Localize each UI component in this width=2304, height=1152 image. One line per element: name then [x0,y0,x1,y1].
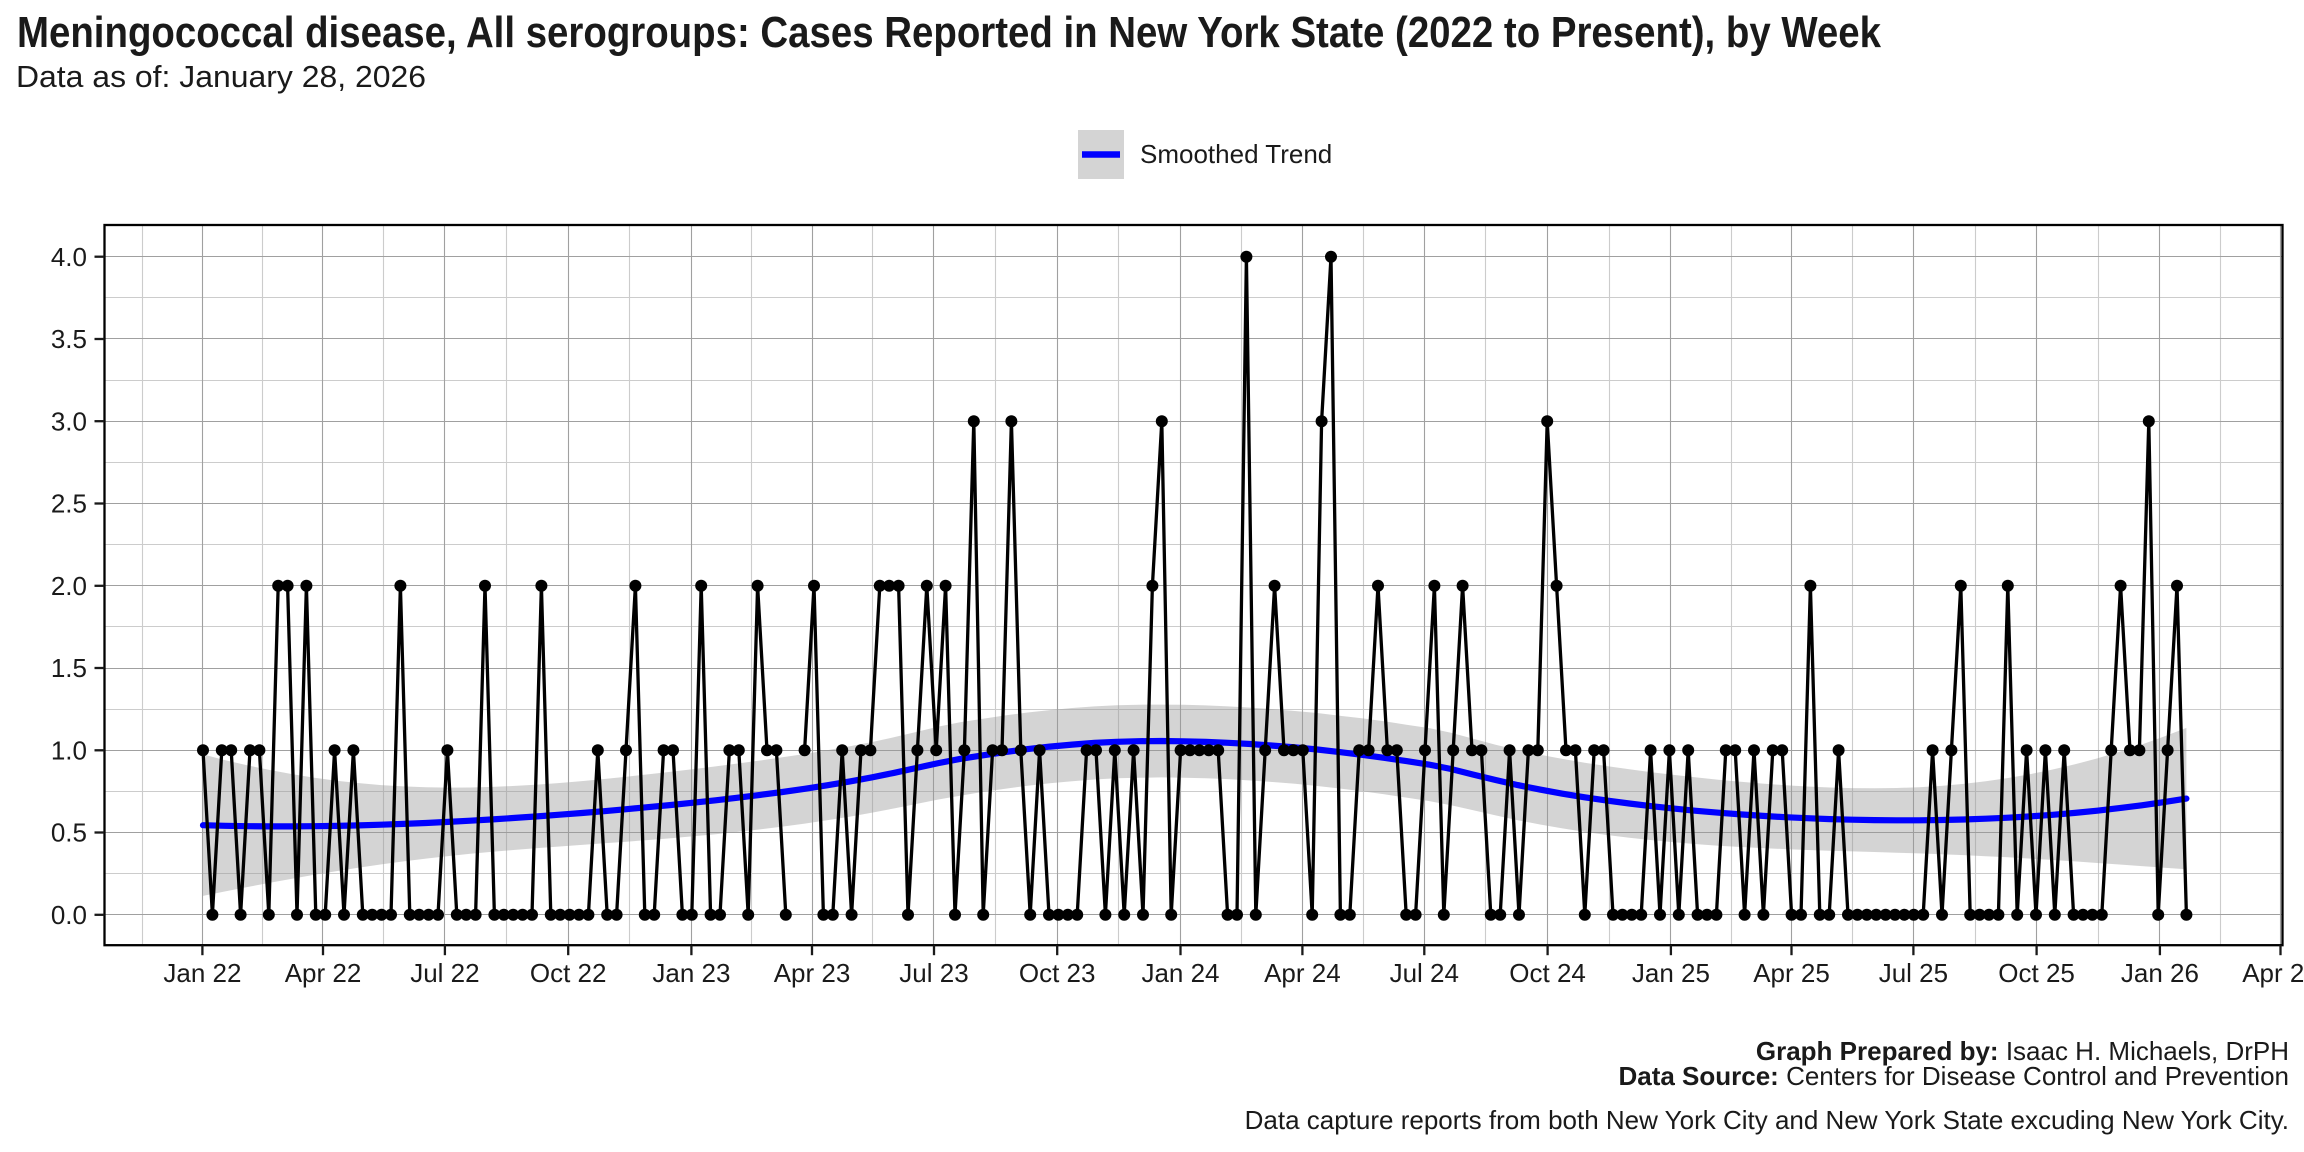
svg-text:2.0: 2.0 [51,571,87,601]
svg-text:Data Source: Centers for Disea: Data Source: Centers for Disease Control… [1618,1061,2289,1091]
svg-text:Meningococcal disease, All ser: Meningococcal disease, All serogroups: C… [17,8,1881,57]
svg-text:Oct 24: Oct 24 [1509,958,1586,988]
svg-text:Jan 22: Jan 22 [163,958,241,988]
svg-text:Jul 25: Jul 25 [1879,958,1948,988]
svg-text:4.0: 4.0 [51,242,87,272]
svg-text:Jul 24: Jul 24 [1390,958,1459,988]
svg-text:Graph Prepared by: Isaac H. Mi: Graph Prepared by: Isaac H. Michaels, Dr… [1756,1036,2289,1066]
svg-text:2.5: 2.5 [51,489,87,519]
svg-text:Jul 22: Jul 22 [410,958,479,988]
svg-text:0.5: 0.5 [51,818,87,848]
svg-text:Data as of: January 28, 2026: Data as of: January 28, 2026 [16,59,426,94]
svg-text:Apr 22: Apr 22 [285,958,362,988]
svg-text:Jan 25: Jan 25 [1632,958,1710,988]
svg-text:Oct 25: Oct 25 [1998,958,2075,988]
svg-text:0.0: 0.0 [51,900,87,930]
svg-text:Apr 25: Apr 25 [1753,958,1830,988]
svg-text:Oct 23: Oct 23 [1019,958,1096,988]
svg-text:Apr 24: Apr 24 [1264,958,1341,988]
svg-text:Apr 26: Apr 26 [2242,958,2304,988]
svg-text:Smoothed Trend: Smoothed Trend [1140,139,1332,169]
svg-text:Jan 26: Jan 26 [2121,958,2199,988]
svg-text:3.5: 3.5 [51,324,87,354]
svg-text:Data capture reports from both: Data capture reports from both New York … [1245,1105,2289,1135]
svg-text:Apr 23: Apr 23 [774,958,851,988]
svg-text:Jul 23: Jul 23 [899,958,968,988]
svg-text:1.0: 1.0 [51,736,87,766]
svg-text:3.0: 3.0 [51,406,87,436]
svg-text:Oct 22: Oct 22 [530,958,607,988]
svg-text:1.5: 1.5 [51,653,87,683]
svg-text:Jan 24: Jan 24 [1141,958,1219,988]
svg-text:Jan 23: Jan 23 [652,958,730,988]
